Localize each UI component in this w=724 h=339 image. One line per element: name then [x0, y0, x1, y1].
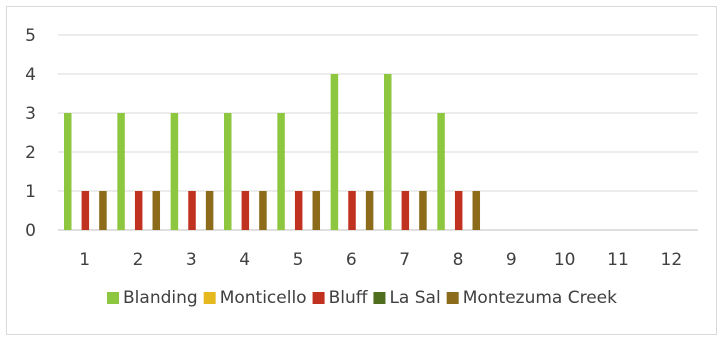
legend-item-la-sal: La Sal [373, 288, 441, 308]
legend-item-montezuma-creek: Montezuma Creek [446, 288, 617, 308]
bar-montezuma-creek-2 [152, 191, 161, 230]
bar-blanding-1 [64, 113, 72, 230]
bar-montezuma-creek-7 [419, 191, 427, 230]
legend-label: Blanding [123, 288, 198, 308]
y-tick-label: 3 [25, 104, 36, 124]
x-tick-label: 4 [239, 250, 250, 270]
y-tick-label: 2 [25, 143, 36, 163]
bar-montezuma-creek-8 [472, 191, 481, 230]
gridlines [58, 34, 698, 231]
bar-blanding-3 [170, 113, 179, 230]
x-axis-tick-labels: 1 2 3 4 5 6 7 8 9 10 11 12 [79, 250, 682, 270]
bar-bluff-7 [401, 191, 410, 230]
legend-label: Montezuma Creek [463, 288, 617, 308]
bar-blanding-8 [437, 113, 445, 230]
legend-item-blanding: Blanding [107, 288, 198, 308]
x-tick-label: 11 [607, 250, 629, 270]
x-tick-label: 12 [661, 250, 683, 270]
bar-montezuma-creek-3 [205, 191, 214, 230]
legend-swatch [312, 292, 325, 304]
y-tick-label: 0 [25, 221, 36, 241]
bar-montezuma-creek-4 [259, 191, 267, 230]
bar-bluff-6 [348, 191, 356, 230]
x-tick-label: 1 [79, 250, 90, 270]
bar-blanding-2 [117, 113, 125, 230]
bar-blanding-7 [384, 74, 392, 230]
legend-item-monticello: Monticello [203, 288, 307, 308]
bar-montezuma-creek-5 [312, 191, 321, 230]
bar-bluff-4 [241, 191, 250, 230]
x-tick-label: 6 [346, 250, 357, 270]
y-tick-label: 4 [25, 65, 36, 85]
bar-montezuma-creek-1 [99, 191, 107, 230]
x-tick-label: 2 [133, 250, 144, 270]
x-tick-label: 5 [293, 250, 304, 270]
x-tick-label: 7 [399, 250, 410, 270]
x-tick-label: 3 [186, 250, 197, 270]
bars [64, 74, 481, 230]
legend-label: Monticello [220, 288, 307, 308]
bar-bluff-3 [188, 191, 196, 230]
y-tick-label: 1 [25, 182, 36, 202]
legend-label: La Sal [389, 288, 440, 308]
legend-swatch [203, 292, 216, 304]
x-tick-label: 10 [554, 250, 576, 270]
bar-bluff-8 [454, 191, 463, 230]
legend-swatch [107, 292, 120, 304]
y-axis-tick-labels: 0 1 2 3 4 5 [25, 26, 36, 241]
legend-label: Bluff [329, 288, 369, 308]
bar-montezuma-creek-6 [365, 191, 374, 230]
legend: Blanding Monticello Bluff La Sal Montezuma C… [107, 288, 617, 308]
legend-item-bluff: Bluff [312, 288, 369, 308]
x-tick-label: 9 [506, 250, 517, 270]
legend-swatch [373, 292, 386, 304]
y-tick-label: 5 [25, 26, 36, 46]
legend-swatch [446, 292, 459, 304]
bar-blanding-4 [224, 113, 232, 230]
bar-bluff-2 [134, 191, 143, 230]
bar-blanding-5 [277, 113, 285, 230]
bar-bluff-1 [81, 191, 90, 230]
x-tick-label: 8 [453, 250, 464, 270]
bar-blanding-6 [330, 74, 339, 230]
bar-bluff-5 [294, 191, 303, 230]
